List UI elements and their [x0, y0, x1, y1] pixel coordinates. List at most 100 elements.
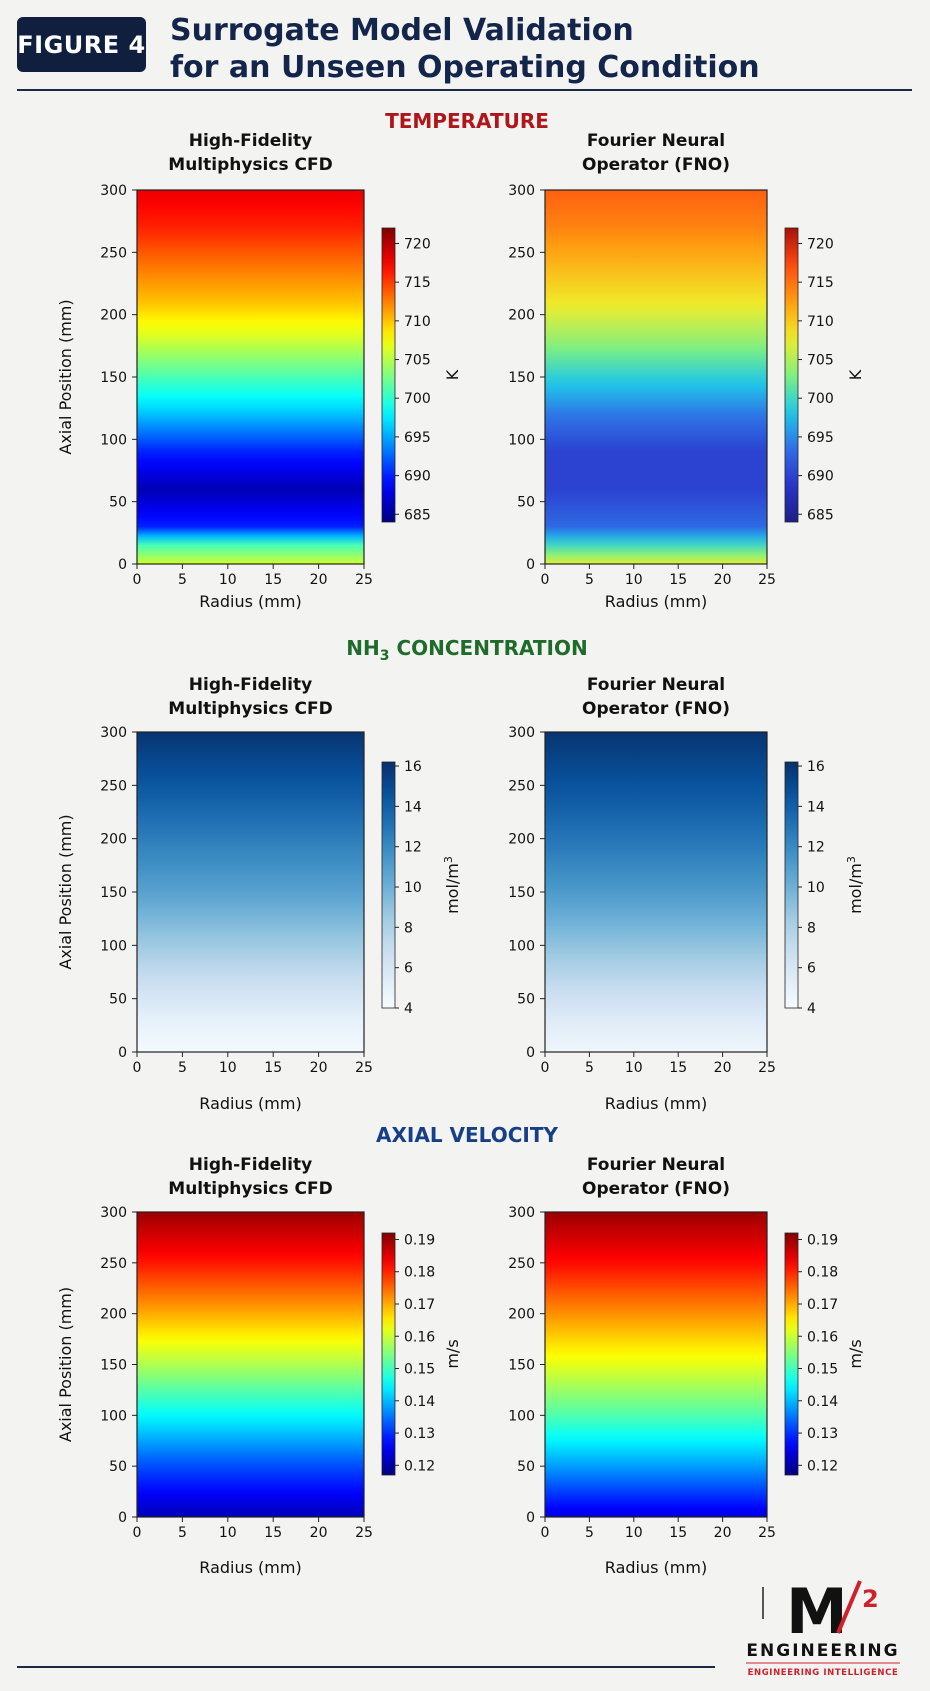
panel-title-line-1: Fourier Neural: [587, 1155, 725, 1175]
section-heading: NH3 CONCENTRATION: [346, 636, 588, 664]
colorbar-tick-label: 0.18: [807, 1265, 838, 1281]
panel-title-line-2: Multiphysics CFD: [168, 155, 332, 175]
colorbar-tick-label: 8: [404, 920, 413, 936]
x-tick-label: 15: [669, 1060, 687, 1076]
y-tick-label: 0: [118, 1510, 127, 1526]
logo-mark: M: [786, 1575, 848, 1648]
colorbar-tick-label: 14: [404, 799, 422, 815]
x-tick-label: 0: [133, 1060, 142, 1076]
colorbar-tick-label: 0.15: [404, 1362, 435, 1378]
x-tick-label: 10: [219, 1060, 237, 1076]
x-tick-label: 10: [625, 572, 643, 588]
colorbar-tick-label: 4: [404, 1001, 413, 1017]
colorbar-tick-label: 685: [807, 507, 834, 523]
y-tick-label: 100: [100, 938, 127, 954]
title-line-2: for an Unseen Operating Condition: [170, 50, 760, 85]
y-tick-label: 300: [100, 183, 127, 199]
colorbar-tick-label: 0.13: [807, 1426, 838, 1442]
x-tick-label: 0: [133, 1525, 142, 1541]
colorbar-tick-label: 705: [807, 353, 834, 369]
x-tick-label: 10: [219, 1525, 237, 1541]
panel-title-line-2: Operator (FNO): [582, 1179, 730, 1199]
y-tick-label: 200: [100, 1307, 127, 1323]
colorbar-tick-label: 690: [807, 469, 834, 485]
x-tick-label: 5: [585, 572, 594, 588]
colorbar-tick-label: 4: [807, 1001, 816, 1017]
y-tick-label: 300: [508, 1205, 535, 1221]
x-tick-label: 20: [714, 1060, 732, 1076]
y-tick-label: 300: [508, 183, 535, 199]
y-axis-label: Axial Position (mm): [56, 299, 75, 454]
x-axis-label: Radius (mm): [605, 1094, 707, 1113]
panel-title-line-1: Fourier Neural: [587, 675, 725, 695]
x-axis-label: Radius (mm): [605, 1558, 707, 1577]
heatmap-field: [545, 190, 767, 564]
x-tick-label: 5: [178, 1060, 187, 1076]
y-tick-label: 0: [118, 1045, 127, 1061]
colorbar-tick-label: 0.17: [807, 1297, 838, 1313]
y-tick-label: 300: [100, 725, 127, 741]
logo-tagline: ENGINEERING INTELLIGENCE: [748, 1668, 899, 1678]
colorbar-tick-label: 0.12: [404, 1458, 435, 1474]
colorbar: [784, 1232, 799, 1476]
y-tick-label: 50: [517, 495, 535, 511]
x-tick-label: 15: [264, 1060, 282, 1076]
y-tick-label: 150: [508, 1358, 535, 1374]
y-tick-label: 100: [100, 432, 127, 448]
y-tick-label: 50: [517, 992, 535, 1008]
y-tick-label: 100: [508, 432, 535, 448]
x-tick-label: 20: [714, 572, 732, 588]
colorbar: [381, 227, 396, 523]
y-tick-label: 250: [100, 245, 127, 261]
colorbar-label: K: [846, 369, 865, 380]
x-axis-label: Radius (mm): [605, 592, 707, 611]
x-tick-label: 0: [541, 572, 550, 588]
colorbar-tick-label: 690: [404, 469, 431, 485]
y-tick-label: 200: [508, 832, 535, 848]
y-tick-label: 100: [508, 938, 535, 954]
figure-badge: FIGURE 4: [17, 17, 146, 72]
panel-title-line-1: High-Fidelity: [189, 1155, 312, 1175]
panel-title-line-2: Operator (FNO): [582, 155, 730, 175]
y-axis-label: Axial Position (mm): [56, 814, 75, 969]
y-tick-label: 150: [508, 370, 535, 386]
footer-divider: [17, 1666, 715, 1668]
colorbar-tick-label: 0.18: [404, 1265, 435, 1281]
colorbar: [784, 761, 799, 1009]
x-tick-label: 0: [133, 572, 142, 588]
colorbar-tick-label: 0.16: [404, 1329, 435, 1345]
colorbar-tick-label: 6: [807, 961, 816, 977]
y-tick-label: 0: [118, 557, 127, 573]
colorbar-tick-label: 12: [807, 840, 825, 856]
x-tick-label: 15: [264, 1525, 282, 1541]
x-tick-label: 10: [625, 1060, 643, 1076]
y-tick-label: 150: [100, 885, 127, 901]
colorbar-tick-label: 720: [404, 236, 431, 252]
colorbar-tick-label: 16: [807, 759, 825, 775]
heatmap-panel-2-1: NH3 CONCENTRATION High-Fidelity Multiphysi…: [56, 636, 588, 1113]
colorbar-label: K: [443, 369, 462, 380]
panel-title-line-1: High-Fidelity: [189, 131, 312, 151]
panel-title-line-2: Multiphysics CFD: [168, 1179, 332, 1199]
colorbar-tick-label: 0.14: [404, 1394, 435, 1410]
colorbar-label: mol/m3: [442, 856, 462, 914]
logo-superscript: 2: [862, 1585, 879, 1613]
colorbar-tick-label: 0.13: [404, 1426, 435, 1442]
x-tick-label: 25: [758, 1525, 776, 1541]
x-tick-label: 25: [758, 1060, 776, 1076]
colorbar-tick-label: 0.16: [807, 1329, 838, 1345]
y-tick-label: 50: [109, 992, 127, 1008]
x-tick-label: 15: [669, 1525, 687, 1541]
heatmap-field: [545, 732, 767, 1052]
colorbar-tick-label: 0.15: [807, 1362, 838, 1378]
y-tick-label: 300: [100, 1205, 127, 1221]
figure-badge-text: FIGURE 4: [17, 30, 146, 59]
y-tick-label: 200: [100, 832, 127, 848]
colorbar-tick-label: 695: [404, 430, 431, 446]
y-tick-label: 100: [100, 1408, 127, 1424]
x-tick-label: 20: [310, 1060, 328, 1076]
header-divider: [17, 89, 912, 91]
colorbar-label: mol/m3: [845, 856, 865, 914]
